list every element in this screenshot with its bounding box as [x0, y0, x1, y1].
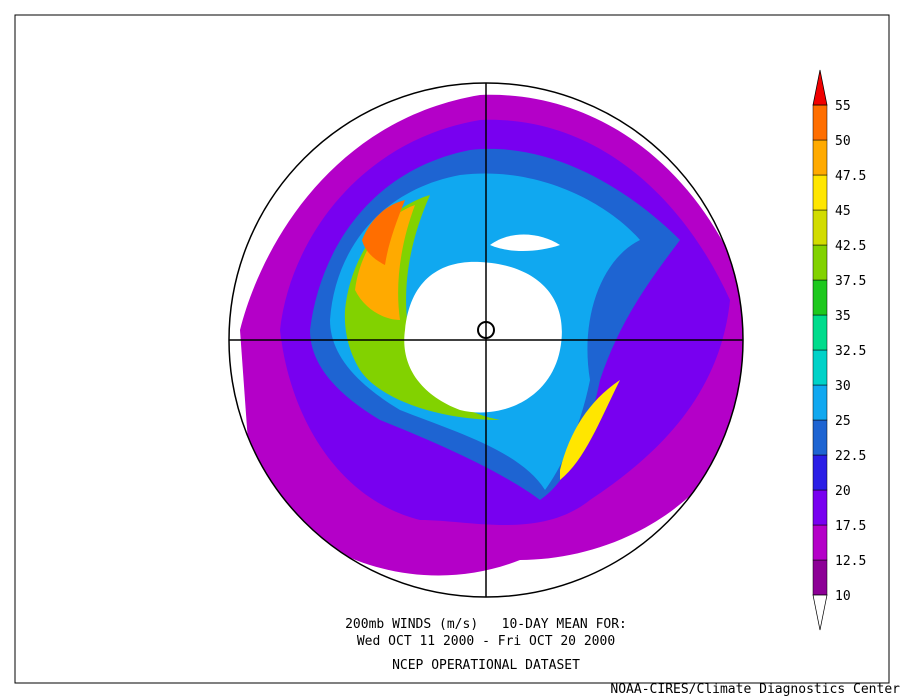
colorbar-under [812, 594, 828, 631]
pole-marker [477, 321, 495, 339]
colorbar-segment [812, 524, 828, 561]
colorbar-segment [812, 174, 828, 211]
caption: Wed OCT 11 2000 - Fri OCT 20 2000 [357, 634, 615, 649]
caption: 200mb WINDS (m/s) 10-DAY MEAN FOR: [345, 617, 627, 632]
colorbar-label: 17.5 [835, 519, 866, 534]
colorbar-label: 37.5 [835, 274, 866, 289]
colorbar-label: 45 [835, 204, 851, 219]
colorbar-segment [812, 454, 828, 491]
colorbar-label: 22.5 [835, 449, 866, 464]
colorbar-segment [812, 314, 828, 351]
caption: NCEP OPERATIONAL DATASET [392, 658, 580, 673]
colorbar-segment [812, 384, 828, 421]
colorbar-segment [812, 559, 828, 596]
frame [14, 14, 890, 684]
colorbar-segment [812, 139, 828, 176]
colorbar-over [812, 69, 828, 106]
colorbar-label: 47.5 [835, 169, 866, 184]
colorbar-label: 25 [835, 414, 851, 429]
colorbar-label: 55 [835, 99, 851, 114]
colorbar-label: 10 [835, 589, 851, 604]
colorbar-segment [812, 489, 828, 526]
colorbar-label: 35 [835, 309, 851, 324]
credit: NOAA-CIRES/Climate Diagnostics Center [610, 682, 900, 697]
colorbar-segment [812, 349, 828, 386]
colorbar-label: 32.5 [835, 344, 866, 359]
colorbar-segment [812, 279, 828, 316]
colorbar-label: 20 [835, 484, 851, 499]
colorbar: 10 12.5 17.5 20 22.5 25 30 32.5 35 37.5 42.5 45 47.5… [812, 69, 866, 631]
colorbar-segment [812, 209, 828, 246]
colorbar-segment [812, 244, 828, 281]
colorbar-segment [812, 104, 828, 141]
colorbar-label: 42.5 [835, 239, 866, 254]
colorbar-label: 30 [835, 379, 851, 394]
colorbar-segment [812, 419, 828, 456]
colorbar-label: 50 [835, 134, 851, 149]
colorbar-label: 12.5 [835, 554, 866, 569]
